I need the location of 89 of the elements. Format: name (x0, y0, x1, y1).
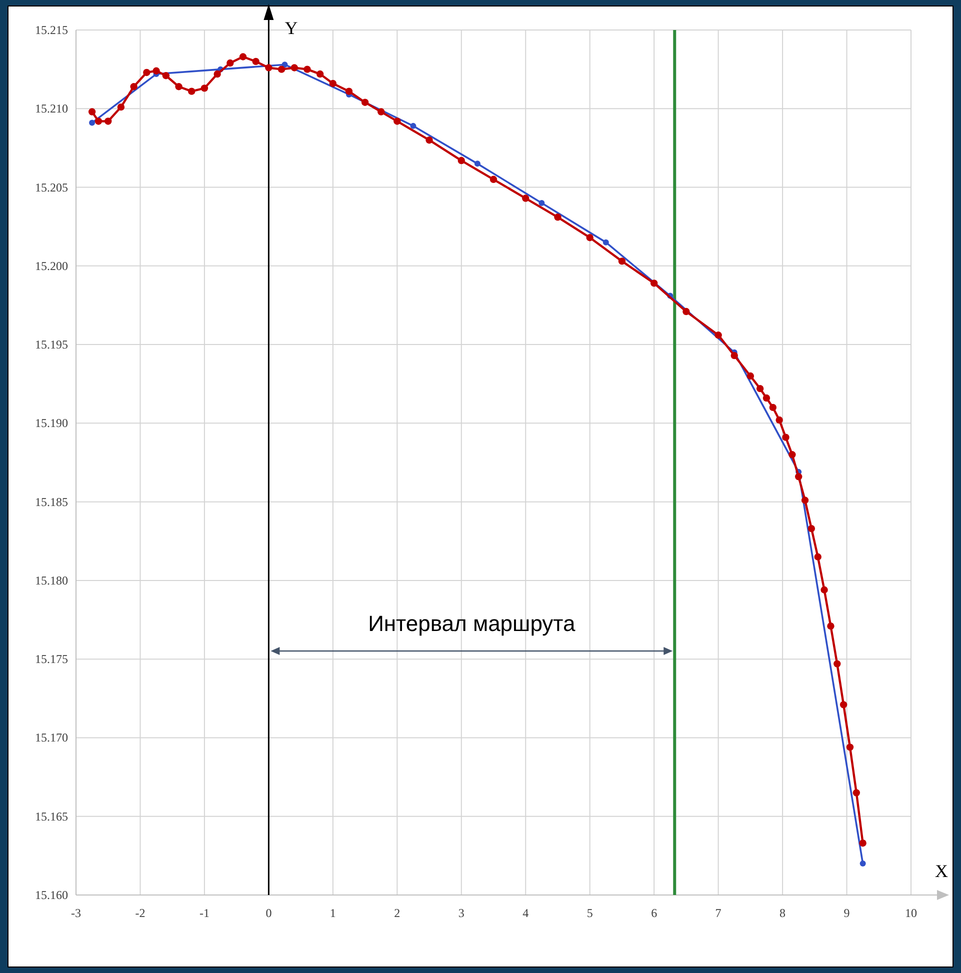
point (200, 84, 208, 92)
point (756, 384, 764, 392)
point (89, 120, 96, 126)
point (377, 108, 385, 116)
x-tick-label: -1 (199, 906, 210, 920)
point (94, 118, 102, 125)
point (538, 200, 545, 206)
point (361, 98, 369, 106)
point (782, 434, 790, 441)
point (239, 53, 247, 60)
x-tick-label: 7 (715, 906, 722, 920)
point (730, 352, 738, 360)
point (860, 860, 866, 867)
point (834, 660, 841, 668)
point (808, 524, 816, 532)
point (143, 68, 150, 76)
point (522, 194, 530, 202)
y-tick-label: 15.175 (35, 652, 68, 666)
point (214, 70, 221, 78)
y-tick-label: 15.165 (35, 809, 68, 824)
point (329, 80, 337, 88)
x-tick-label: 10 (905, 906, 917, 920)
point (162, 72, 170, 80)
y-tick-label: 15.170 (35, 730, 68, 745)
point (265, 64, 272, 72)
point (814, 553, 822, 560)
point (794, 473, 802, 480)
x-tick-label: 6 (651, 906, 658, 920)
point (762, 394, 770, 402)
point (852, 789, 860, 796)
point (458, 156, 465, 164)
point (840, 701, 848, 708)
x-tick-label: 9 (844, 906, 850, 920)
x-tick-label: 4 (522, 906, 529, 920)
point (820, 586, 828, 594)
point (682, 308, 690, 316)
point (827, 622, 834, 630)
x-tick-label: 1 (330, 906, 336, 920)
y-tick-label: 15.190 (35, 416, 68, 430)
y-tick-label: 15.195 (35, 338, 68, 352)
point (152, 67, 160, 74)
point (278, 66, 286, 73)
point (188, 88, 196, 95)
point (801, 496, 809, 504)
y-tick-label: 15.180 (35, 573, 68, 588)
point (304, 66, 311, 73)
point (345, 88, 353, 95)
x-tick-label: 5 (586, 906, 593, 920)
point (846, 744, 854, 751)
y-tick-label: 15.200 (35, 258, 68, 273)
y-tick-label: 15.215 (35, 23, 68, 37)
point (290, 64, 298, 72)
point (104, 118, 112, 125)
point (714, 332, 722, 339)
point (602, 239, 609, 246)
x-tick-label: -3 (71, 906, 81, 920)
x-tick-label: -2 (135, 906, 146, 920)
point (618, 258, 626, 265)
point (746, 372, 754, 380)
point (474, 160, 480, 167)
point (769, 404, 777, 412)
point (117, 103, 125, 111)
x-tick-label: 8 (780, 906, 786, 920)
point (252, 58, 260, 66)
x-tick-label: 3 (458, 906, 464, 920)
x-tick-label: 2 (394, 906, 400, 920)
point (88, 108, 96, 116)
point (776, 416, 783, 424)
x-axis-title: X (935, 861, 948, 881)
y-tick-label: 15.185 (35, 494, 68, 509)
annotation: Интервал маршрута (368, 611, 576, 636)
point (586, 234, 594, 242)
point (490, 176, 498, 184)
y-tick-label: 15.205 (35, 180, 68, 194)
y-tick-label: 15.210 (35, 102, 68, 116)
point (394, 118, 401, 125)
point (130, 83, 138, 90)
point (410, 122, 416, 129)
point (788, 451, 796, 458)
x-tick-label: 0 (266, 906, 272, 920)
point (859, 840, 866, 847)
point (554, 214, 562, 221)
point (650, 280, 658, 287)
point (175, 83, 182, 90)
point (316, 70, 324, 78)
point (226, 59, 234, 67)
y-tick-label: 15.160 (35, 888, 68, 902)
point (426, 136, 433, 144)
y-axis-title: Y (284, 18, 298, 38)
